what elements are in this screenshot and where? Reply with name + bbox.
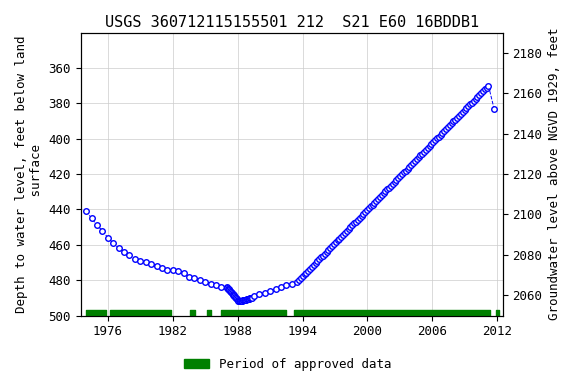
Y-axis label: Depth to water level, feet below land
 surface: Depth to water level, feet below land su… (15, 35, 43, 313)
Y-axis label: Groundwater level above NGVD 1929, feet: Groundwater level above NGVD 1929, feet (548, 28, 561, 320)
Legend: Period of approved data: Period of approved data (179, 353, 397, 376)
Title: USGS 360712115155501 212  S21 E60 16BDDB1: USGS 360712115155501 212 S21 E60 16BDDB1 (105, 15, 479, 30)
